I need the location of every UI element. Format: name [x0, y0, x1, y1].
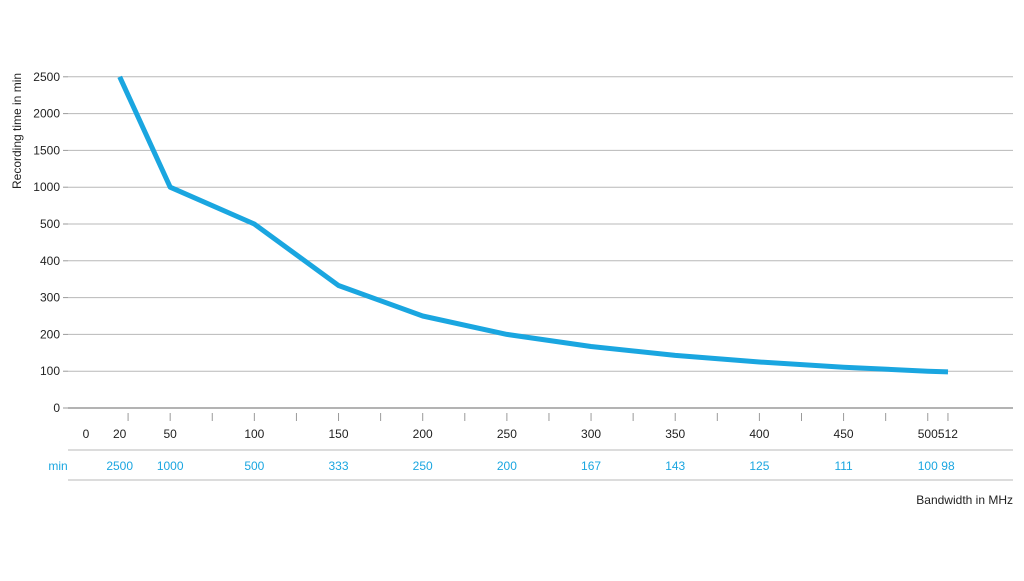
y-tick-label: 300 [40, 291, 60, 305]
value-label: 200 [497, 459, 517, 473]
grid-lines [63, 77, 1013, 408]
x-axis-title: Bandwidth in MHz [916, 493, 1013, 507]
value-label: 500 [244, 459, 264, 473]
value-label: 2500 [106, 459, 133, 473]
value-label: 143 [665, 459, 685, 473]
y-tick-label: 2000 [33, 107, 60, 121]
y-tick-labels: 0 100 200 300 400 500 1000 1500 2000 2500 [33, 70, 60, 415]
y-tick-label: 2500 [33, 70, 60, 84]
value-label: 333 [329, 459, 349, 473]
y-tick-label: 1500 [33, 143, 60, 157]
x-tick-label: 20 [113, 427, 127, 441]
x-tick-label: 0 [83, 427, 90, 441]
y-tick-label: 400 [40, 254, 60, 268]
y-axis-title: Recording time in min [10, 73, 24, 189]
y-tick-label: 0 [53, 401, 60, 415]
value-row-label: min [48, 459, 67, 473]
x-tick-label: 400 [749, 427, 769, 441]
x-tick-label: 350 [665, 427, 685, 441]
value-label: 167 [581, 459, 601, 473]
x-tick-label: 200 [413, 427, 433, 441]
x-tick-label: 512 [938, 427, 958, 441]
x-tick-label: 150 [329, 427, 349, 441]
x-tick-label: 250 [497, 427, 517, 441]
y-tick-label: 100 [40, 364, 60, 378]
x-axis [68, 408, 1013, 480]
x-tick-label: 100 [244, 427, 264, 441]
value-label: 100 [918, 459, 938, 473]
y-tick-label: 1000 [33, 180, 60, 194]
x-tick-label: 50 [163, 427, 177, 441]
value-label: 125 [749, 459, 769, 473]
value-label: 111 [834, 459, 853, 473]
value-label: 250 [413, 459, 433, 473]
x-tick-label: 300 [581, 427, 601, 441]
x-tick-label: 450 [834, 427, 854, 441]
value-label: 98 [941, 459, 955, 473]
value-label: 1000 [157, 459, 184, 473]
x-tick-label: 500 [918, 427, 938, 441]
y-tick-label: 200 [40, 327, 60, 341]
y-tick-label: 500 [40, 217, 60, 231]
